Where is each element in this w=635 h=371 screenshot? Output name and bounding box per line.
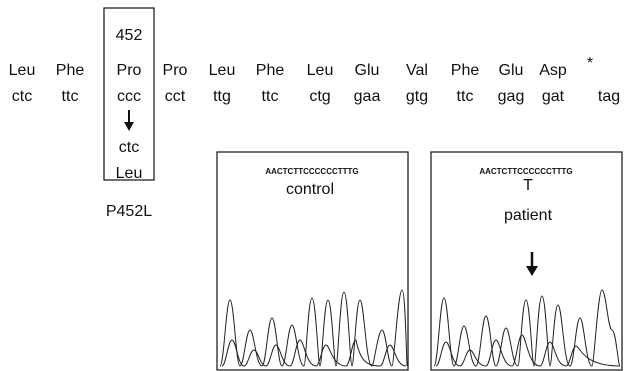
panel-label: patient xyxy=(504,207,553,224)
arrow xyxy=(124,110,134,131)
codon: ctc xyxy=(12,88,32,105)
codon: ttc xyxy=(457,88,474,105)
mutation-label: P452L xyxy=(106,203,152,220)
codon: gaa xyxy=(354,88,381,105)
codon: ctc xyxy=(119,139,139,156)
codon: gat xyxy=(542,88,565,105)
amino-acid: Pro xyxy=(163,62,188,79)
codon: ttc xyxy=(262,88,279,105)
arrow xyxy=(526,252,538,276)
page: {"before": [{"aa": "Leu", "codon": "ctc"… xyxy=(0,0,635,371)
amino-acid: Glu xyxy=(355,62,380,79)
amino-acid: Phe xyxy=(451,62,480,79)
base-label: T xyxy=(523,177,533,194)
codon: ttg xyxy=(213,88,231,105)
chromatogram xyxy=(436,335,620,366)
amino-acid: Phe xyxy=(256,62,285,79)
figure: 452 Pro ccc ctc Leu P452L AACTCTTCCCCCCT… xyxy=(0,0,635,371)
amino-acid: Leu xyxy=(9,62,36,79)
codon: ctg xyxy=(309,88,330,105)
amino-acid: Phe xyxy=(56,62,85,79)
codon: gag xyxy=(498,88,525,105)
amino-acid: Leu xyxy=(209,62,236,79)
codon: tag xyxy=(598,88,620,105)
position: 452 xyxy=(116,27,143,44)
codon: ttc xyxy=(62,88,79,105)
amino-acid: Val xyxy=(406,62,428,79)
amino-acid: * xyxy=(587,55,593,72)
chromatogram xyxy=(434,290,620,366)
amino-acid: Glu xyxy=(499,62,524,79)
amino-acid: Leu xyxy=(307,62,334,79)
codon: cct xyxy=(165,88,186,105)
codon: ccc xyxy=(117,88,141,105)
sequence: AACTCTTCCCCCCTTTG xyxy=(479,167,572,176)
amino-acid: Asp xyxy=(539,62,567,79)
amino-acid: Leu xyxy=(116,165,143,182)
codon: gtg xyxy=(406,88,428,105)
panel-label: control xyxy=(286,181,334,198)
amino-acid: Pro xyxy=(117,62,142,79)
sequence: AACTCTTCCCCCCTTTG xyxy=(265,167,358,176)
chromatogram xyxy=(222,340,406,366)
chromatogram xyxy=(220,290,407,366)
